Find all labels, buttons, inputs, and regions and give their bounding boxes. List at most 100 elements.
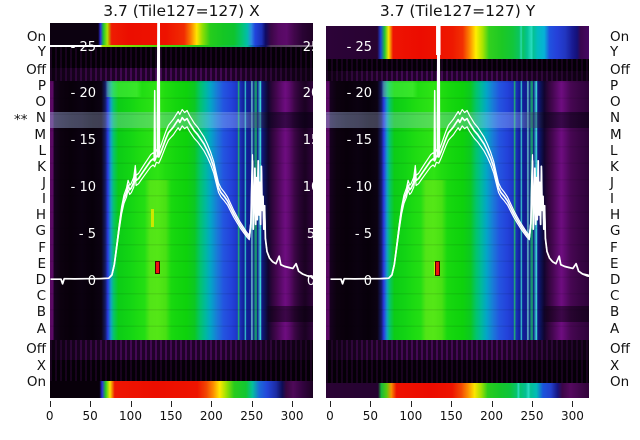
- x-tick-label: 50: [82, 409, 98, 423]
- x-tick-label: 100: [399, 409, 423, 423]
- row-label-right-k-8: K: [610, 159, 619, 175]
- y-tick-label-right-edge: 10: [302, 179, 320, 195]
- x-tick-mark: [572, 401, 574, 407]
- row-label-left-f-13: F: [38, 240, 46, 256]
- y-tick-label-right-edge: 20: [302, 86, 320, 102]
- y-tick-label-inside: - 25: [346, 39, 372, 55]
- bandpass-trace: [50, 125, 313, 285]
- bandpass-trace: [156, 23, 161, 158]
- row-label-left-y-1: Y: [37, 44, 46, 60]
- x-tick-label: 300: [280, 409, 304, 423]
- marker-tick: [434, 262, 437, 275]
- x-tick-mark: [491, 401, 493, 407]
- row-label-left-l-7: L: [38, 143, 46, 159]
- y-tick-label-right-edge: 25: [302, 39, 320, 55]
- bandpass-trace: [582, 273, 589, 277]
- x-tick-mark: [330, 401, 331, 407]
- row-label-left-off-2: Off: [26, 62, 46, 78]
- row-label-right-c-16: C: [610, 288, 620, 304]
- y-tick-label-inside: 0: [87, 273, 96, 289]
- row-label-left-a-18: A: [36, 321, 46, 337]
- y-tick-label-right-edge: 0: [306, 273, 316, 289]
- bandpass-trace: [330, 125, 589, 285]
- row-label-right-d-15: D: [610, 272, 621, 288]
- row-label-left-k-8: K: [37, 159, 46, 175]
- striped-row-band: [326, 360, 589, 383]
- right-panel-title: 3.7 (Tile127=127) Y: [379, 2, 536, 20]
- y-tick-label-inside: - 15: [70, 133, 96, 149]
- row-label-left-x-20: X: [36, 358, 46, 374]
- row-label-right-g-12: G: [610, 223, 621, 239]
- x-tick-label: 0: [45, 409, 54, 423]
- y-tick-label-inside: - 15: [346, 133, 372, 149]
- bandpass-curves: [330, 23, 589, 285]
- row-label-right-h-11: H: [610, 207, 621, 223]
- x-tick-mark: [130, 401, 132, 407]
- heatmap-band: [326, 383, 589, 398]
- x-tick-label: 300: [560, 409, 584, 423]
- heatmap-band: [50, 381, 313, 398]
- bandpass-trace: [153, 89, 157, 161]
- y-tick-label-right-edge: 15: [302, 133, 320, 149]
- x-tick-mark: [410, 401, 412, 407]
- bandpass-curves: [50, 23, 313, 285]
- x-tick-mark: [211, 401, 213, 407]
- heatmap-band: [326, 81, 589, 97]
- row-label-left-e-14: E: [37, 256, 46, 272]
- y-tick-label-right-edge: 5: [306, 226, 316, 242]
- heatmap-band: [326, 26, 589, 59]
- x-tick-label: 150: [439, 409, 463, 423]
- row-label-right-x-20: X: [610, 358, 620, 374]
- starred-row-indicator: **: [14, 112, 28, 128]
- row-label-right-e-14: E: [610, 256, 619, 272]
- marker-tick: [151, 209, 154, 227]
- striped-row-band: [326, 71, 589, 81]
- marker-tick: [436, 262, 440, 275]
- x-tick-mark: [292, 401, 294, 407]
- row-label-right-on-0: On: [610, 29, 630, 45]
- row-label-right-n-5: N: [610, 110, 621, 126]
- row-label-right-o-4: O: [610, 94, 621, 110]
- row-label-right-y-1: Y: [610, 44, 619, 60]
- left-panel-title: 3.7 (Tile127=127) X: [103, 2, 260, 20]
- heatmap-band: [50, 23, 313, 45]
- heatmap-band: [50, 306, 313, 322]
- y-tick-label-inside: 0: [363, 273, 372, 289]
- y-tick-label-inside: - 5: [354, 226, 372, 242]
- row-label-right-off-2: Off: [610, 62, 630, 78]
- y-tick-label-inside: - 20: [346, 86, 372, 102]
- heatmap-panel-y: - 25 - 20 - 15 - 10 - 5 0: [326, 23, 589, 398]
- row-label-left-j-9: J: [42, 175, 46, 191]
- striped-row-band: [326, 340, 589, 360]
- row-label-left-h-11: H: [35, 207, 46, 223]
- row-label-right-f-13: F: [610, 240, 618, 256]
- row-label-left-o-4: O: [35, 94, 46, 110]
- striped-row-band: [50, 47, 313, 68]
- row-label-right-m-6: M: [610, 127, 622, 143]
- x-tick-mark: [532, 401, 533, 407]
- x-tick-label: 0: [326, 409, 334, 423]
- row-label-right-b-17: B: [610, 304, 620, 320]
- x-tick-mark: [451, 401, 453, 407]
- row-label-left-i-10: I: [42, 191, 46, 207]
- x-tick-label: 50: [362, 409, 379, 423]
- x-tick-mark: [170, 401, 172, 407]
- striped-row-band: [50, 340, 313, 360]
- row-label-right-j-9: J: [610, 175, 614, 191]
- row-label-left-on-21: On: [26, 374, 46, 390]
- row-label-left-off-19: Off: [26, 341, 46, 357]
- heatmap-band: [326, 306, 589, 322]
- heatmap-band: [50, 45, 313, 47]
- striped-row-band: [50, 360, 313, 381]
- row-label-right-off-19: Off: [610, 341, 630, 357]
- marker-tick: [156, 262, 159, 273]
- y-tick-label-inside: - 10: [70, 179, 96, 195]
- striped-row-band: [50, 68, 313, 81]
- y-tick-label-inside: - 5: [78, 226, 96, 242]
- row-label-left-m-6: M: [34, 127, 46, 143]
- row-shading-overlay: [50, 81, 313, 340]
- x-tick-label: 250: [240, 409, 264, 423]
- y-tick-label-inside: - 20: [70, 86, 96, 102]
- bandpass-trace: [433, 89, 437, 161]
